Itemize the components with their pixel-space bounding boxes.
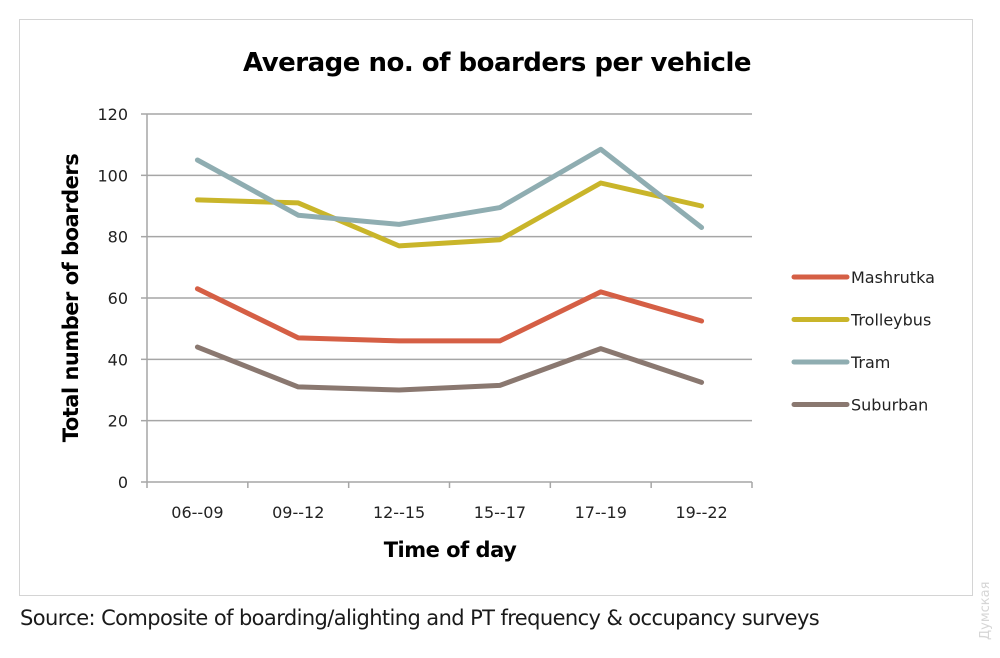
chart-title: Average no. of boarders per vehicle [243, 48, 751, 78]
series-line-trolleybus [194, 180, 705, 249]
legend-label: Tram [850, 353, 890, 372]
y-axis-label: Total number of boarders [59, 154, 83, 442]
y-tick-label: 120 [97, 105, 128, 124]
legend-item-suburban: Suburban [791, 396, 928, 415]
axes: 0 20 40 60 80 100 120 06--09 09--12 12--15 15--17 1… [97, 105, 753, 522]
line-chart: Average no. of boarders per vehicle 0 20 4… [59, 48, 935, 562]
series-line-mashrutka [194, 286, 705, 344]
y-tick-label: 60 [108, 289, 128, 308]
series-line-tram [194, 146, 705, 230]
source-note: Source: Composite of boarding/alighting … [20, 606, 820, 630]
y-tick-label: 40 [108, 350, 128, 369]
legend-item-mashrutka: Mashrutka [791, 268, 935, 287]
legend-item-trolleybus: Trolleybus [791, 311, 931, 330]
x-tick-label: 12--15 [373, 503, 425, 522]
x-tick-label: 19--22 [675, 503, 727, 522]
legend-item-tram: Tram [791, 353, 890, 372]
x-axis-label: Time of day [384, 538, 517, 562]
chart-frame [19, 19, 973, 596]
series-lines [194, 146, 705, 393]
legend-label: Trolleybus [850, 311, 931, 330]
legend: Mashrutka Trolleybus Tram Suburban [791, 268, 935, 415]
x-tick-label: 06--09 [171, 503, 223, 522]
y-tick-label: 0 [118, 473, 128, 492]
x-tick-label: 15--17 [474, 503, 526, 522]
y-tick-label: 20 [108, 412, 128, 431]
legend-label: Mashrutka [851, 268, 935, 287]
gridlines [147, 113, 752, 422]
x-tick-label: 09--12 [272, 503, 324, 522]
x-tick-label: 17--19 [575, 503, 627, 522]
y-tick-label: 100 [97, 166, 128, 185]
y-tick-label: 80 [108, 228, 128, 247]
series-line-suburban [194, 344, 705, 393]
watermark: Думская [978, 581, 993, 640]
legend-label: Suburban [851, 396, 928, 415]
